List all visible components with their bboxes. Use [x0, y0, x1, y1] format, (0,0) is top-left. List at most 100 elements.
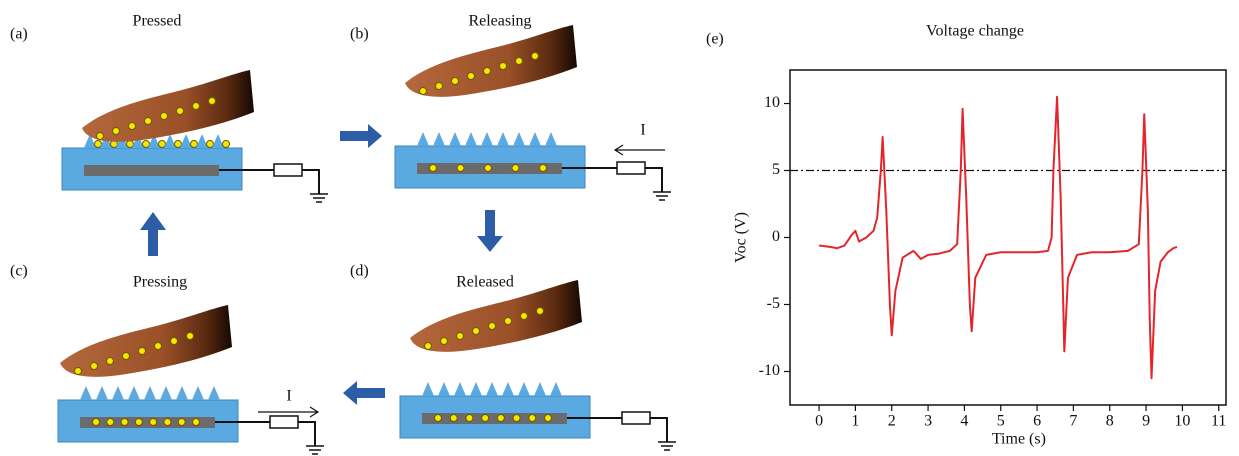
spike	[196, 134, 208, 148]
flow-arrow	[340, 124, 382, 148]
panel-label: (c)	[10, 263, 28, 280]
finger	[60, 305, 232, 377]
ground	[310, 194, 328, 202]
charge-dot	[537, 308, 544, 315]
flow-arrow	[343, 381, 385, 405]
charge-dot	[468, 73, 475, 80]
finger-shape	[405, 25, 577, 97]
finger-shape	[82, 70, 254, 142]
spike	[208, 386, 220, 400]
spike	[502, 382, 514, 396]
spike	[438, 382, 450, 396]
spike	[144, 386, 156, 400]
spike	[545, 132, 557, 146]
x-tick-label: 11	[1211, 413, 1226, 430]
current-label: I	[640, 122, 645, 139]
charge-dot	[473, 328, 480, 335]
panel-label: (e)	[706, 31, 724, 48]
spike	[80, 386, 92, 400]
charge-dot	[75, 368, 82, 375]
charge-dot	[121, 419, 128, 426]
x-tick-label: 4	[960, 413, 968, 430]
charge-dot	[457, 165, 464, 172]
spike	[529, 132, 541, 146]
charge-dot	[505, 318, 512, 325]
charge-dot	[497, 415, 504, 422]
finger	[405, 25, 577, 97]
charge-dot	[223, 141, 230, 148]
spike	[164, 134, 176, 148]
charge-dot	[489, 323, 496, 330]
y-tick-label: -5	[767, 295, 780, 312]
charge-dot	[150, 419, 157, 426]
charge-dot	[95, 141, 102, 148]
electrode	[84, 165, 219, 176]
charge-dot	[129, 123, 136, 130]
charge-dot	[171, 338, 178, 345]
charge-dot	[123, 353, 130, 360]
charge-dot	[139, 348, 146, 355]
charge-dot	[207, 141, 214, 148]
ground	[658, 442, 676, 450]
panel-label: (d)	[350, 263, 369, 280]
spike	[176, 386, 188, 400]
charge-dot	[485, 165, 492, 172]
spike	[192, 386, 204, 400]
charge-dot	[512, 165, 519, 172]
finger-shape	[410, 280, 582, 352]
spike	[550, 382, 562, 396]
panel-title: Releasing	[468, 13, 531, 30]
charge-dot	[513, 415, 520, 422]
charge-dot	[420, 88, 427, 95]
charge-dot	[177, 108, 184, 115]
x-tick-label: 2	[888, 413, 896, 430]
y-tick-label: 10	[764, 94, 780, 111]
charge-dot	[545, 415, 552, 422]
spike	[518, 382, 530, 396]
spike	[534, 382, 546, 396]
charge-dot	[155, 343, 162, 350]
finger	[410, 280, 582, 352]
y-tick-label: 5	[772, 161, 780, 178]
y-tick-label: 0	[772, 228, 780, 245]
panel-title: Pressed	[133, 13, 182, 30]
x-tick-label: 3	[924, 413, 932, 430]
charge-dot	[107, 419, 114, 426]
charge-dot	[529, 415, 536, 422]
figure: (a)Pressed(b)Releasing(c)Pressing(d)Rele…	[0, 0, 1239, 456]
finger	[82, 70, 254, 142]
spike	[160, 386, 172, 400]
spike	[96, 386, 108, 400]
charge-dot	[441, 338, 448, 345]
flow-arrow	[140, 212, 166, 256]
charge-dot	[145, 118, 152, 125]
charge-dot	[93, 419, 100, 426]
charge-dot	[193, 103, 200, 110]
x-tick-label: 10	[1174, 413, 1190, 430]
charge-dot	[532, 53, 539, 60]
panel-title: Pressing	[133, 274, 187, 291]
charge-dot	[178, 419, 185, 426]
x-tick-label: 6	[1033, 413, 1041, 430]
charge-dot	[135, 419, 142, 426]
spike	[481, 132, 493, 146]
charge-dot	[187, 333, 194, 340]
ground	[306, 446, 324, 454]
resistor	[274, 164, 302, 176]
charge-dot	[482, 415, 489, 422]
charge-dot	[436, 83, 443, 90]
charge-dot	[457, 333, 464, 340]
charge-dot	[484, 68, 491, 75]
charge-dot	[430, 165, 437, 172]
charge-dot	[521, 313, 528, 320]
charge-dot	[425, 343, 432, 350]
spike	[433, 132, 445, 146]
charge-dot	[97, 133, 104, 140]
charge-dot	[500, 63, 507, 70]
spike	[454, 382, 466, 396]
resistor	[617, 162, 645, 174]
panel-label: (a)	[10, 26, 28, 43]
charge-dot	[164, 419, 171, 426]
x-tick-label: 8	[1106, 413, 1114, 430]
x-tick-label: 0	[815, 413, 823, 430]
